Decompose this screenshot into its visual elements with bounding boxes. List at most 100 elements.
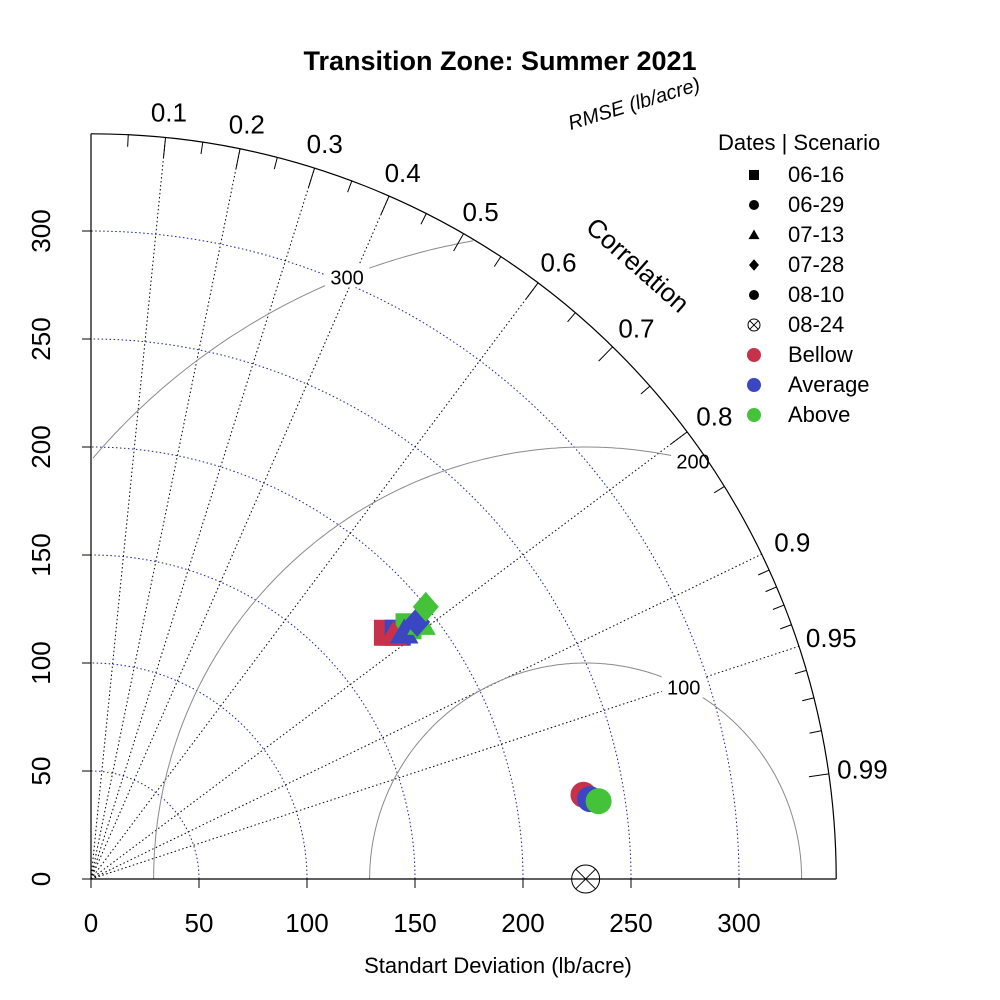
legend-color-label: Average (788, 372, 870, 397)
correlation-tick (758, 569, 770, 576)
rmse-arc-label: 100 (667, 678, 700, 700)
correlation-tick (525, 282, 539, 300)
x-tick-label: 250 (609, 908, 652, 938)
x-tick-label: 100 (285, 908, 328, 938)
legend-shape-marker (749, 259, 759, 271)
correlation-tick (598, 346, 613, 362)
correlation-tick (567, 312, 576, 323)
correlation-line (90, 137, 167, 880)
correlation-tick (670, 431, 688, 445)
rmse-arc-label-bg (325, 263, 370, 288)
correlation-tick-label: 0.4 (385, 158, 421, 188)
rmse-arc-label-bg (661, 673, 706, 698)
correlation-tick-label: 0.9 (774, 528, 810, 558)
data-point (585, 788, 612, 815)
rmse-arc-label: 200 (676, 452, 709, 474)
rmse-arc (92, 240, 474, 459)
legend-shape-label: 06-16 (788, 162, 844, 187)
legend-title: Dates | Scenario (718, 130, 880, 155)
sd-arc (90, 446, 524, 880)
data-point (389, 618, 419, 644)
rmse-axis-label: RMSE (lb/acre) (566, 74, 703, 135)
correlation-tick (765, 586, 777, 593)
grid-layer: 100 200 300 (90, 137, 803, 880)
data-point (404, 607, 431, 637)
y-tick-label: 250 (26, 317, 56, 360)
legend-shape-label: 08-24 (788, 312, 844, 337)
correlation-tick-label: 0.5 (463, 197, 499, 227)
correlation-tick (127, 134, 129, 147)
correlation-line (90, 431, 688, 880)
legend-color-marker (747, 348, 761, 362)
y-tick-label: 50 (26, 757, 56, 786)
legend-color-label: Above (788, 402, 850, 427)
x-tick-label: 0 (84, 908, 98, 938)
correlation-tick (235, 148, 241, 169)
legend-shape-marker (749, 170, 759, 180)
data-point (412, 591, 439, 622)
rmse-arc-label: 300 (330, 268, 363, 290)
reference-point-ring (571, 864, 601, 894)
correlation-tick (453, 233, 465, 252)
correlation-tick-label: 0.1 (151, 98, 187, 128)
rmse-arc (153, 446, 709, 880)
correlation-arc (90, 133, 837, 880)
x-tick-label: 50 (185, 908, 214, 938)
x-axis-label: Standart Deviation (lb/acre) (364, 953, 632, 978)
sd-arc (90, 338, 632, 880)
legend-shape-marker-ring (747, 318, 761, 332)
correlation-axis-label: Correlation (580, 211, 695, 318)
legend-shape-marker (747, 318, 761, 332)
correlation-tick-label: 0.95 (806, 623, 857, 653)
sd-arc (90, 662, 308, 880)
legend-shape-label: 08-10 (788, 282, 844, 307)
correlation-tick-label: 0.8 (696, 401, 732, 431)
legend-shape-label: 06-29 (788, 192, 844, 217)
y-tick-label: 100 (26, 641, 56, 684)
reference-point (571, 864, 601, 894)
correlation-tick-label: 0.3 (307, 129, 343, 159)
correlation-tick (640, 385, 651, 395)
legend-shape-marker-cross-b (749, 320, 759, 330)
y-tick-label: 150 (26, 533, 56, 576)
correlation-line (90, 282, 539, 880)
correlation-tick (809, 730, 822, 734)
correlation-tick (802, 697, 814, 702)
correlation-tick-label: 0.2 (229, 109, 265, 139)
sd-arc (90, 770, 200, 880)
correlation-tick (808, 773, 829, 778)
correlation-tick-label: 0.99 (837, 754, 888, 784)
correlation-tick (420, 213, 427, 225)
correlation-tick (780, 624, 792, 630)
correlation-line (90, 553, 762, 880)
correlation-tick (273, 157, 278, 170)
y-tick-label: 300 (26, 209, 56, 252)
legend: Dates | Scenario 06-16 06-29 07-13 07-28 08-1… (718, 130, 880, 427)
correlation-tick (794, 669, 807, 675)
correlation-tick (347, 180, 353, 193)
correlation-tick (380, 195, 390, 215)
x-tick-label: 300 (717, 908, 760, 938)
reference-point-cross-b (575, 868, 597, 890)
y-tick-label: 0 (26, 872, 56, 886)
correlation-tick (493, 256, 502, 267)
x-tick-label: 150 (393, 908, 436, 938)
sd-arc (90, 230, 740, 880)
x-tick-label: 200 (501, 908, 544, 938)
correlation-tick (200, 142, 204, 155)
correlation-tick (308, 167, 316, 188)
legend-shape-marker (749, 200, 759, 210)
correlation-tick (713, 486, 725, 494)
correlation-tick-label: 0.7 (618, 314, 654, 344)
rmse-arc (369, 662, 803, 879)
correlation-line (90, 148, 241, 880)
y-tick-label: 200 (26, 425, 56, 468)
correlation-tick (772, 604, 785, 610)
correlation-line (90, 195, 390, 880)
correlation-tick (163, 137, 167, 158)
correlation-tick-label: 0.6 (540, 248, 576, 278)
point-layer (373, 591, 612, 894)
legend-color-label: Bellow (788, 342, 853, 367)
legend-shape-marker (748, 229, 760, 240)
